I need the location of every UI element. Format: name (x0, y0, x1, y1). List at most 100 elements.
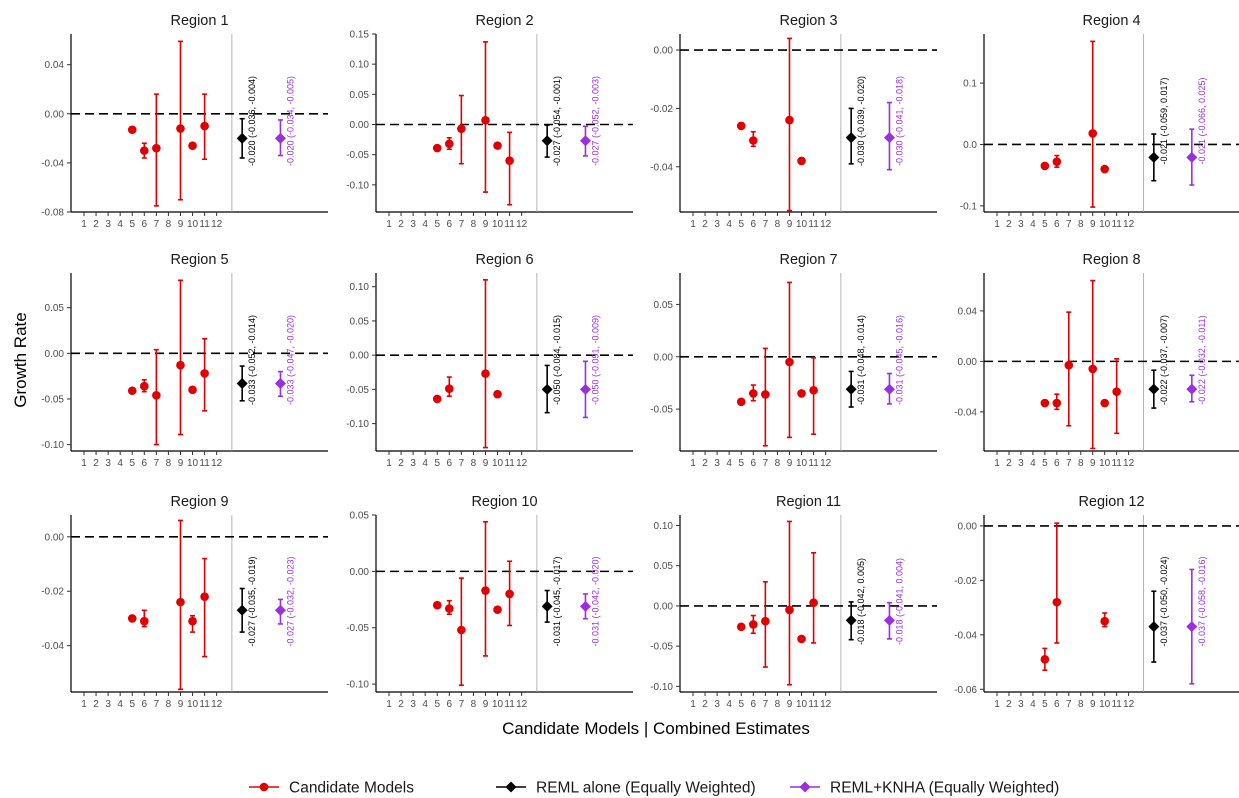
candidate-point (188, 141, 197, 151)
x-tick-label: 3 (410, 699, 416, 710)
x-tick-label: 10 (492, 219, 504, 230)
candidate-point (505, 589, 514, 599)
x-tick-label: 1 (386, 699, 392, 710)
x-tick-label: 11 (1111, 219, 1122, 230)
x-tick-label: 2 (702, 219, 708, 230)
x-tick-label: 4 (726, 458, 732, 469)
x-tick-label: 7 (763, 699, 769, 710)
x-tick-label: 8 (1078, 699, 1084, 710)
x-tick-label: 10 (187, 219, 199, 230)
x-tick-label: 6 (142, 458, 148, 469)
x-tick-label: 8 (166, 458, 172, 469)
x-tick-label: 1 (81, 219, 87, 230)
x-tick-label: 1 (690, 458, 696, 469)
x-tick-label: 6 (1054, 219, 1060, 230)
y-tick-label: -0.06 (954, 685, 977, 696)
x-tick-label: 8 (775, 699, 781, 710)
x-tick-label: 4 (422, 219, 428, 230)
x-tick-label: 7 (763, 219, 769, 230)
knha-estimate-label: -0.022 (-0.032, -0.011) (1197, 315, 1207, 404)
y-tick-label: -0.10 (346, 680, 369, 691)
x-tick-label: 9 (787, 699, 793, 710)
x-tick-label: 8 (1078, 219, 1084, 230)
candidate-point (176, 124, 185, 133)
x-tick-label: 1 (994, 219, 1000, 230)
candidate-point (761, 616, 770, 626)
x-tick-label: 9 (787, 458, 793, 469)
panel-title: Region 5 (170, 252, 228, 268)
panel-title: Region 9 (170, 494, 228, 510)
y-tick-label: 0.00 (654, 46, 674, 57)
reml-estimate-label: -0.020 (-0.036, -0.004) (247, 76, 257, 166)
reml-estimate-label: -0.031 (-0.048, -0.014) (856, 315, 866, 405)
candidate-point (127, 614, 137, 623)
y-tick-label: -0.02 (650, 104, 673, 115)
reml-estimate-point (1148, 151, 1160, 163)
legend-label: REML+KNHA (Equally Weighted) (830, 780, 1059, 797)
candidate-point (1100, 164, 1109, 174)
panel-title: Region 4 (1082, 13, 1140, 29)
x-tick-label: 8 (775, 458, 781, 469)
reml-estimate-point (541, 383, 553, 395)
x-tick-label: 3 (1018, 699, 1024, 710)
x-tick-label: 2 (93, 458, 99, 469)
x-tick-label: 2 (702, 699, 708, 710)
legend-diamond-marker (505, 781, 517, 793)
knha-estimate-label: -0.020 (-0.034, -0.005) (285, 76, 295, 166)
reml-estimate-label: -0.030 (-0.039, -0.020) (856, 76, 866, 166)
x-tick-label: 10 (796, 458, 808, 469)
x-tick-label: 1 (994, 458, 1000, 469)
panel-title: Region 1 (170, 13, 228, 29)
reml-estimate-label: -0.018 (-0.042, 0.005) (856, 558, 866, 645)
x-tick-label: 9 (483, 699, 489, 710)
x-tick-label: 10 (1099, 219, 1111, 230)
x-tick-label: 11 (808, 458, 819, 469)
x-tick-label: 11 (1111, 699, 1122, 710)
candidate-point (200, 369, 209, 378)
panel-6: Region 60.100.050.00-0.05-0.101 2 3 4 5 6 7 8 9 1… (346, 252, 633, 469)
candidate-point (748, 389, 758, 398)
x-tick-label: 8 (471, 219, 477, 230)
legend-item: REML alone (Equally Weighted) (496, 780, 756, 797)
candidate-point (1112, 387, 1121, 396)
y-tick-label: 0.05 (45, 303, 65, 314)
y-tick-label: -0.05 (650, 405, 673, 416)
candidate-point (1040, 161, 1050, 171)
y-tick-label: -0.10 (346, 180, 369, 191)
candidate-point (809, 385, 818, 395)
x-tick-label: 12 (820, 219, 832, 230)
y-tick-label: 0.05 (654, 300, 674, 311)
y-tick-label: -0.04 (41, 158, 64, 169)
knha-estimate-point (274, 132, 286, 144)
x-tick-label: 10 (492, 458, 504, 469)
candidate-point (809, 598, 818, 607)
x-tick-label: 11 (504, 699, 515, 710)
candidate-point (1088, 364, 1098, 374)
x-tick-label: 9 (1090, 458, 1096, 469)
candidate-point (785, 357, 794, 367)
candidate-point (1100, 616, 1109, 626)
x-tick-label: 1 (994, 699, 1000, 710)
y-tick-label: -0.04 (41, 641, 64, 652)
reml-estimate-label: -0.021 (-0.059, 0.017) (1159, 77, 1169, 164)
candidate-point (1052, 157, 1062, 166)
x-tick-label: 3 (105, 219, 111, 230)
candidate-point (139, 146, 149, 155)
y-tick-label: -0.04 (954, 407, 977, 418)
x-tick-label: 9 (483, 219, 489, 230)
x-tick-label: 3 (410, 219, 416, 230)
x-tick-label: 8 (166, 219, 172, 230)
x-tick-label: 11 (199, 699, 210, 710)
reml-estimate-label: -0.037 (-0.050, -0.024) (1159, 556, 1169, 646)
knha-estimate-point (1186, 383, 1198, 395)
y-tick-label: -0.10 (41, 440, 64, 451)
x-tick-label: 4 (1030, 699, 1036, 710)
candidate-point (432, 143, 442, 153)
x-tick-label: 11 (808, 699, 819, 710)
x-tick-label: 9 (178, 699, 184, 710)
candidate-point (1052, 597, 1062, 607)
x-tick-label: 8 (471, 458, 477, 469)
panel-9: Region 90.00-0.02-0.041 2 3 4 5 6 7 8 9 10 11 12-0.… (41, 494, 328, 710)
candidate-point (493, 389, 502, 399)
x-tick-label: 5 (129, 458, 135, 469)
